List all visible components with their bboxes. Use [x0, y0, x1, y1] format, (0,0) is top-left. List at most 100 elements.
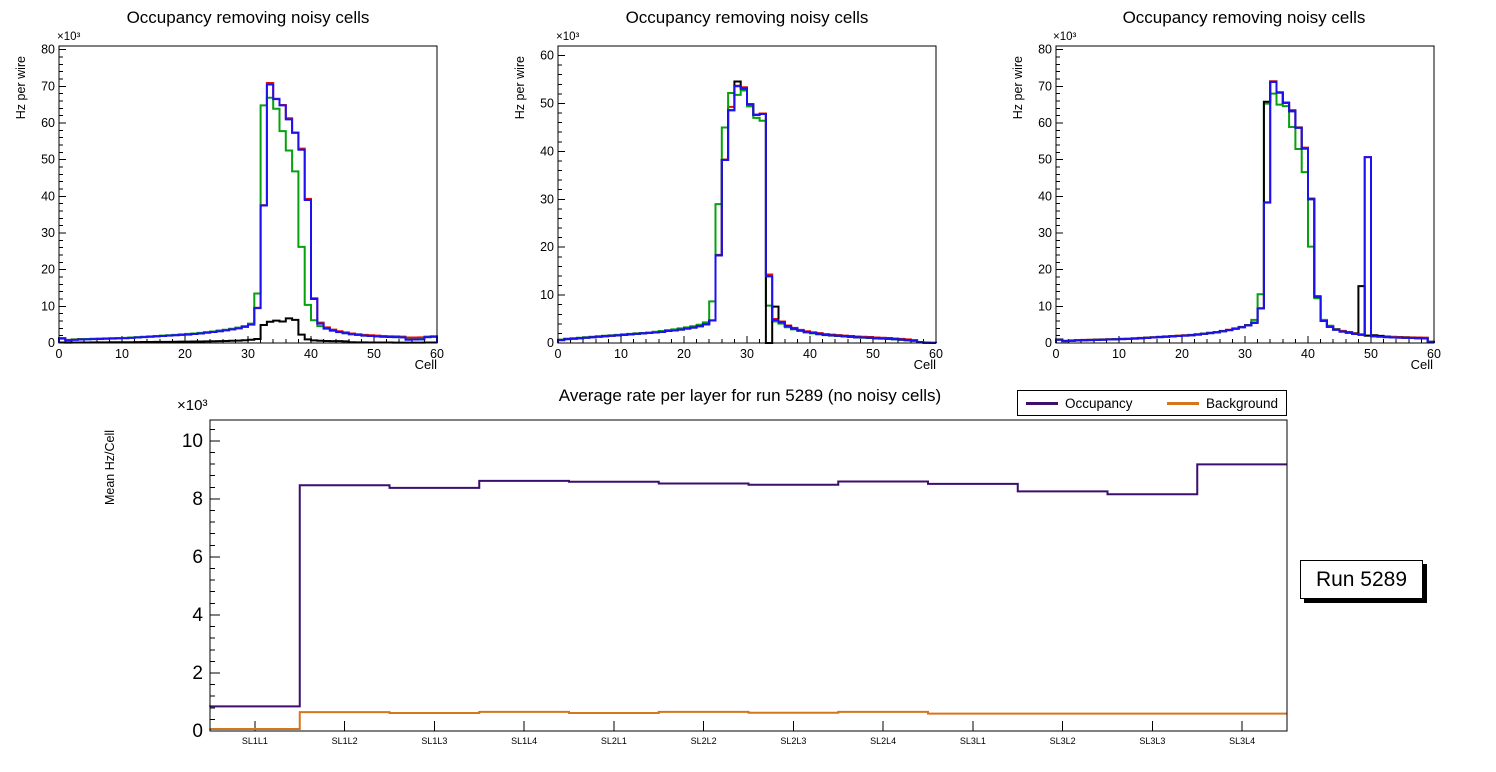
svg-text:SL2L2: SL2L2: [691, 736, 717, 746]
svg-text:10: 10: [1112, 347, 1126, 361]
svg-text:8: 8: [192, 489, 203, 510]
legend-item-background: Background: [1166, 395, 1278, 411]
axis-ticks: [58, 49, 438, 344]
bottom-plot-title: Average rate per layer for run 5289 (no …: [558, 386, 942, 405]
x-axis-label-2: Cell: [913, 357, 936, 372]
plot-frame: [557, 45, 937, 344]
svg-text:SL3L1: SL3L1: [960, 736, 986, 746]
axis-ticks: [210, 428, 1243, 732]
svg-text:30: 30: [740, 347, 754, 361]
legend: Occupancy Background: [1017, 390, 1287, 416]
svg-text:60: 60: [1038, 116, 1052, 130]
svg-text:4: 4: [192, 605, 203, 626]
series-blue: [58, 83, 438, 343]
svg-text:SL3L3: SL3L3: [1139, 736, 1165, 746]
legend-label-occupancy: Occupancy: [1065, 395, 1133, 411]
svg-text:0: 0: [547, 336, 554, 350]
svg-text:80: 80: [41, 43, 55, 57]
svg-text:20: 20: [677, 347, 691, 361]
bottom-y-exponent-label: ×10³: [177, 397, 208, 414]
svg-text:10: 10: [182, 431, 203, 452]
svg-text:0: 0: [1053, 347, 1060, 361]
occupancy-histogram-3: 0 10 20 30 40 50 60 0 10 20 30 40 50 60 70 80: [1038, 43, 1441, 361]
svg-text:SL1L3: SL1L3: [421, 736, 447, 746]
series-background: [209, 710, 1287, 730]
series-red: [58, 82, 438, 343]
axis-ticks: [1055, 49, 1435, 344]
svg-text:SL2L4: SL2L4: [870, 736, 896, 746]
svg-text:6: 6: [192, 547, 203, 568]
occupancy-histogram-1: 0 10 20 30 40 50 60 0 10 20 30 40 50 60 70 80: [41, 43, 444, 361]
svg-text:0: 0: [192, 721, 203, 742]
svg-text:40: 40: [540, 144, 554, 158]
svg-text:60: 60: [430, 347, 444, 361]
axis-tick-labels: 0 10 20 30 40 50 60 0 10 20 30 40 50 60: [540, 49, 943, 361]
svg-text:10: 10: [1038, 299, 1052, 313]
svg-text:SL1L1: SL1L1: [242, 736, 268, 746]
y-tick-labels: 0 2 4 6 8 10: [182, 431, 204, 742]
run-label-box: Run 5289: [1300, 560, 1423, 599]
svg-text:0: 0: [48, 336, 55, 350]
series-black: [1055, 80, 1435, 343]
svg-text:40: 40: [1038, 189, 1052, 203]
svg-text:80: 80: [1038, 43, 1052, 57]
svg-text:30: 30: [1238, 347, 1252, 361]
svg-text:40: 40: [1301, 347, 1315, 361]
svg-text:SL1L4: SL1L4: [511, 736, 537, 746]
plot-title-1: Occupancy removing noisy cells: [126, 8, 370, 27]
svg-text:40: 40: [41, 189, 55, 203]
svg-text:50: 50: [1038, 153, 1052, 167]
svg-text:60: 60: [41, 116, 55, 130]
svg-text:SL1L2: SL1L2: [332, 736, 358, 746]
svg-text:10: 10: [41, 299, 55, 313]
pad-occupancy-2: 0 10 20 30 40 50 60 0 10 20 30 40 50 60 Occupancy rem…: [499, 0, 998, 386]
legend-label-background: Background: [1205, 395, 1278, 411]
pad-occupancy-1: 0 10 20 30 40 50 60 0 10 20 30 40 50 60 70 80 Occupancy…: [0, 0, 499, 386]
svg-text:20: 20: [540, 240, 554, 254]
svg-text:60: 60: [1427, 347, 1441, 361]
svg-text:70: 70: [1038, 79, 1052, 93]
svg-text:50: 50: [367, 347, 381, 361]
occupancy-histogram-2: 0 10 20 30 40 50 60 0 10 20 30 40 50 60: [540, 45, 943, 361]
svg-text:50: 50: [866, 347, 880, 361]
plot-title-2: Occupancy removing noisy cells: [625, 8, 869, 27]
axis-tick-labels: 0 10 20 30 40 50 60 0 10 20 30 40 50 60 70 80: [41, 43, 444, 361]
svg-text:0: 0: [56, 347, 63, 361]
y-axis-label-2: Hz per wire: [513, 56, 527, 120]
x-axis-label-1: Cell: [414, 357, 437, 372]
occupancy-line-swatch: [1026, 401, 1058, 405]
plot-frame: [209, 419, 1288, 732]
bottom-y-axis-label: Mean Hz/Cell: [103, 430, 117, 506]
series-green: [58, 96, 438, 343]
svg-text:30: 30: [241, 347, 255, 361]
plot-frame: [1055, 45, 1435, 344]
x-category-labels: SL1L1 SL1L2 SL1L3 SL1L4 SL2L1 SL2L2 SL2L3 SL2L4…: [242, 736, 1255, 746]
series-blue: [1055, 80, 1435, 343]
y-axis-label-3: Hz per wire: [1011, 56, 1025, 120]
svg-text:20: 20: [41, 263, 55, 277]
svg-text:50: 50: [1364, 347, 1378, 361]
svg-text:10: 10: [115, 347, 129, 361]
series-black: [557, 80, 937, 344]
svg-text:SL3L4: SL3L4: [1229, 736, 1255, 746]
x-axis-label-3: Cell: [1410, 357, 1433, 372]
series-red: [1055, 80, 1435, 343]
plot-title-3: Occupancy removing noisy cells: [1122, 8, 1366, 27]
svg-text:60: 60: [540, 49, 554, 63]
svg-text:SL2L1: SL2L1: [601, 736, 627, 746]
y-exponent-label-1: ×10³: [57, 31, 81, 43]
svg-text:2: 2: [192, 663, 203, 684]
svg-text:20: 20: [1175, 347, 1189, 361]
pad-occupancy-3: 0 10 20 30 40 50 60 0 10 20 30 40 50 60 70 80 Occupancy…: [997, 0, 1496, 386]
svg-text:20: 20: [1038, 263, 1052, 277]
axis-tick-labels: 0 10 20 30 40 50 60 0 10 20 30 40 50 60 70 80: [1038, 43, 1441, 361]
svg-text:40: 40: [304, 347, 318, 361]
series-black: [58, 317, 438, 344]
series-blue: [557, 85, 937, 344]
svg-text:SL2L3: SL2L3: [780, 736, 806, 746]
svg-text:10: 10: [540, 288, 554, 302]
svg-text:20: 20: [178, 347, 192, 361]
svg-text:60: 60: [929, 347, 943, 361]
series-red: [557, 84, 937, 344]
svg-text:50: 50: [41, 153, 55, 167]
